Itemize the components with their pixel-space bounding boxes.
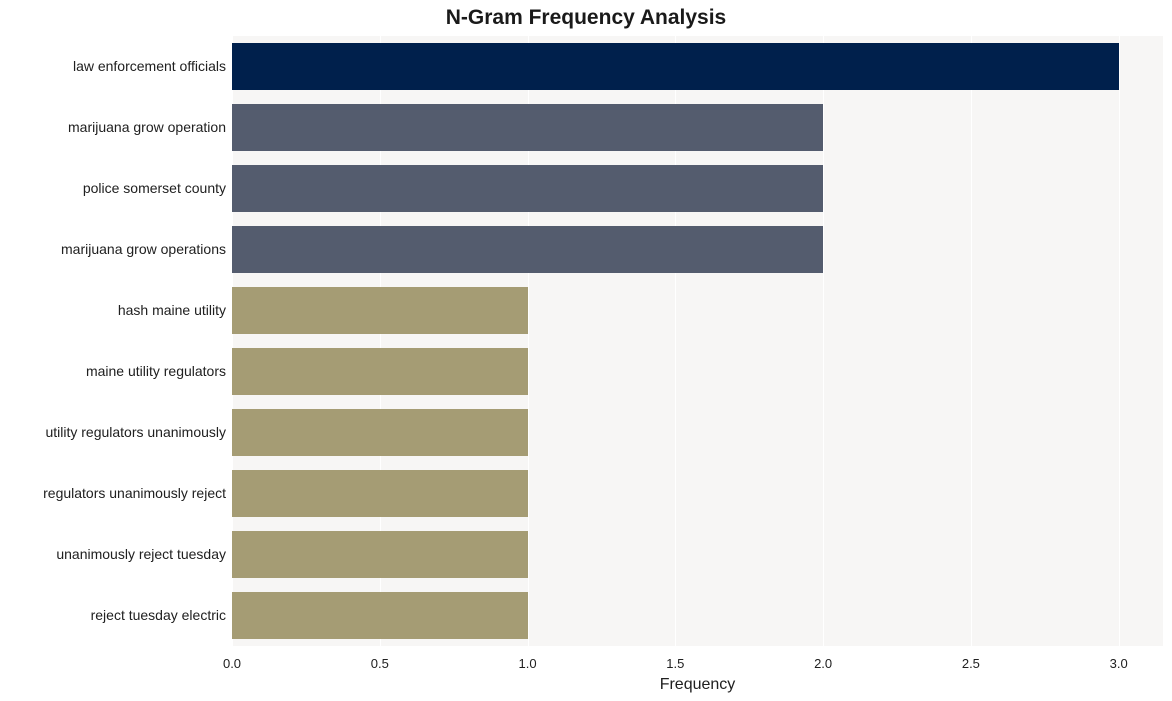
x-tick-label: 0.0 <box>223 656 241 671</box>
x-tick-label: 0.5 <box>371 656 389 671</box>
bar <box>232 165 823 211</box>
x-tick-label: 2.5 <box>962 656 980 671</box>
bar <box>232 409 528 455</box>
bar <box>232 470 528 516</box>
chart-container: N-Gram Frequency Analysis Frequency 0.0 0… <box>0 0 1172 701</box>
y-tick-label: utility regulators unanimously <box>45 402 226 463</box>
bar <box>232 287 528 333</box>
y-tick-label: regulators unanimously reject <box>43 463 226 524</box>
x-tick-label: 2.0 <box>814 656 832 671</box>
y-tick-label: maine utility regulators <box>86 341 226 402</box>
y-tick-label: marijuana grow operations <box>61 219 226 280</box>
gridline <box>971 36 972 646</box>
bar <box>232 348 528 394</box>
chart-title: N-Gram Frequency Analysis <box>0 6 1172 30</box>
bar <box>232 592 528 638</box>
bar <box>232 43 1119 89</box>
y-tick-label: police somerset county <box>83 158 226 219</box>
x-tick-label: 1.5 <box>666 656 684 671</box>
y-tick-label: reject tuesday electric <box>91 585 226 646</box>
gridline <box>823 36 824 646</box>
x-axis-label: Frequency <box>232 676 1163 694</box>
bar <box>232 226 823 272</box>
gridline <box>1119 36 1120 646</box>
x-tick-label: 1.0 <box>519 656 537 671</box>
y-tick-label: marijuana grow operation <box>68 97 226 158</box>
y-tick-label: hash maine utility <box>118 280 226 341</box>
bar <box>232 104 823 150</box>
y-tick-label: law enforcement officials <box>73 36 226 97</box>
y-tick-label: unanimously reject tuesday <box>56 524 226 585</box>
plot-area <box>232 36 1163 646</box>
bar <box>232 531 528 577</box>
x-tick-label: 3.0 <box>1110 656 1128 671</box>
